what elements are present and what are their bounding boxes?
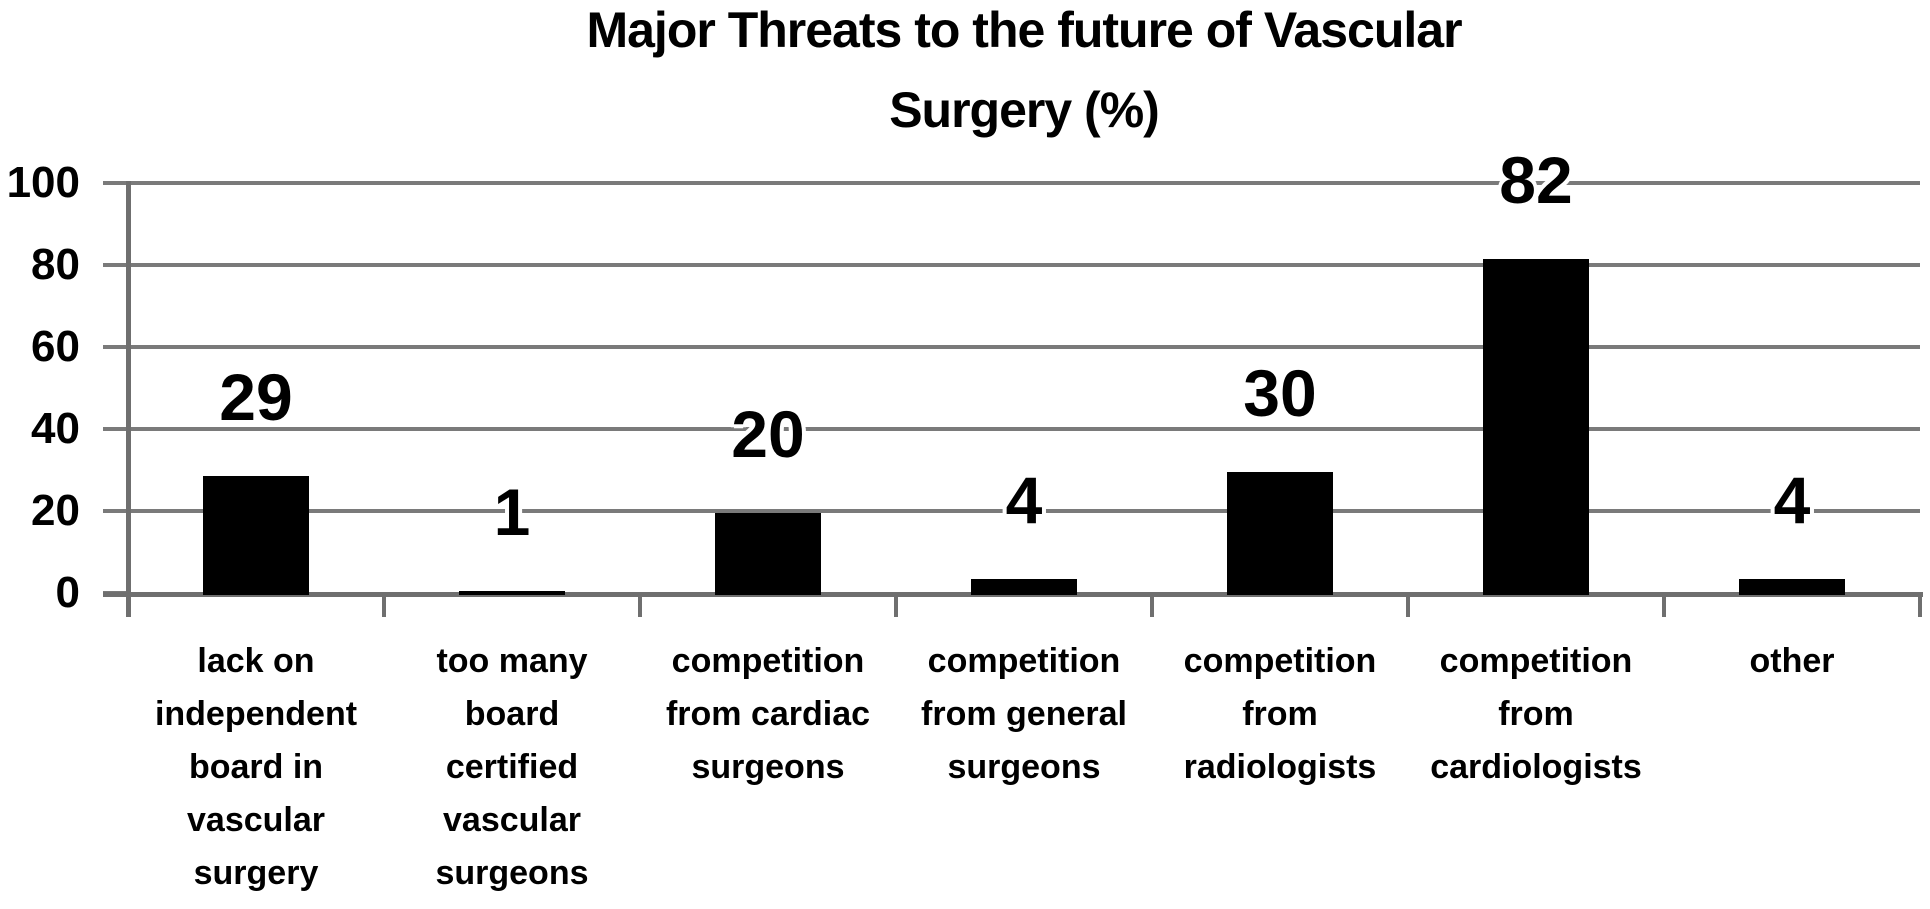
bar [1227,472,1333,595]
y-axis-tick [103,181,129,185]
bar [971,578,1077,595]
bar-value-label: 82 [1499,142,1573,217]
x-axis-category-label: competition from general surgeons [921,642,1127,786]
bar [1483,258,1589,595]
bar [203,476,309,595]
y-axis-tick [103,427,129,431]
gridline [128,509,1920,513]
bar [715,513,821,595]
bar-value-label: 29 [219,360,293,435]
chart-title: Major Threats to the future of Vascular … [128,0,1920,150]
bar [1739,578,1845,595]
bar-value-label: 1 [493,474,531,549]
x-axis-category-label: lack on independent board in vascular su… [154,642,358,892]
x-axis-category-label: other [1749,642,1835,680]
x-axis-tick [1406,595,1410,617]
y-axis-tick-label: 20 [31,486,80,535]
x-axis-category-label: competition from cardiologists [1430,642,1642,786]
y-axis-tick-label: 40 [31,404,80,453]
chart-title-line-2: Surgery (%) [889,82,1160,138]
x-axis-tick [1150,595,1154,617]
x-axis-tick [382,595,386,617]
gridline [128,427,1920,431]
bar [459,590,565,595]
y-axis-line [126,181,131,617]
y-axis-tick [103,509,129,513]
bar-value-label: 20 [731,397,805,471]
gridline [128,181,1920,185]
x-axis-tick [1918,595,1922,617]
x-axis-category-label: competition from cardiac surgeons [665,642,871,786]
y-axis-tick [103,345,129,349]
y-axis-tick-label: 80 [31,240,80,289]
plot-area: 29 1 20 4 30 82 4 [126,147,1922,617]
x-axis-category-label: too many board certified vascular surgeo… [435,642,589,892]
y-axis-tick [103,263,129,267]
bar-value-label: 4 [1773,462,1811,537]
bar-value-label: 30 [1243,356,1317,430]
x-axis-tick [638,595,642,617]
bar-value-label: 4 [1005,462,1043,537]
chart-title-line-1: Major Threats to the future of Vascular [586,2,1462,58]
y-axis-tick-label: 100 [6,158,80,207]
y-axis-tick-label: 60 [31,322,80,371]
x-axis-tick [894,595,898,617]
y-axis-tick-label: 0 [55,568,80,617]
gridline [128,263,1920,267]
x-axis-tick [126,595,130,617]
x-axis-category-label: competition from radiologists [1183,642,1377,786]
x-axis-tick [1662,595,1666,617]
gridline [128,345,1920,349]
